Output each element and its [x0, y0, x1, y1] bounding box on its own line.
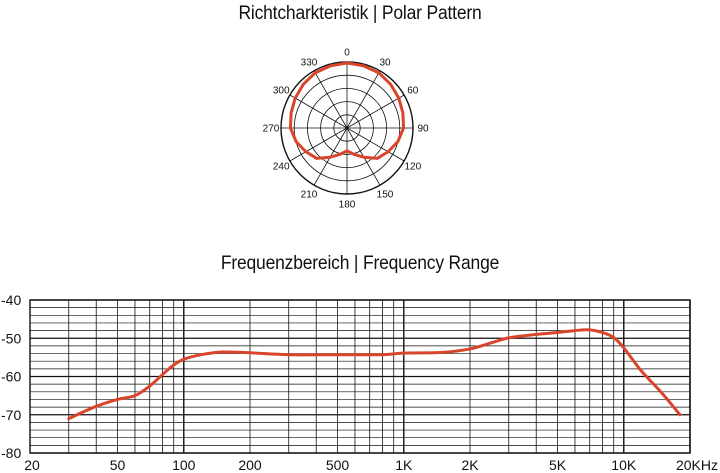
frequency-x-tick-label: 10K	[611, 457, 637, 473]
polar-chart-title: Richtcharkteristik | Polar Pattern	[238, 3, 482, 24]
frequency-y-tick-labels: -40 -50 -60 -70 -80	[1, 292, 21, 461]
polar-angle-label: 120	[404, 162, 421, 173]
frequency-x-tick-label: 50	[110, 457, 126, 473]
polar-pattern-curve	[288, 61, 406, 160]
frequency-x-tick-label: 5K	[549, 457, 567, 473]
polar-angle-label: 150	[377, 189, 394, 200]
frequency-x-tick-label: 100	[172, 457, 196, 473]
polar-spoke	[346, 70, 381, 129]
polar-angle-labels: 0 30 60 90 120 150 180 210 240 270 300 330	[263, 48, 429, 211]
frequency-x-tick-label: 200	[238, 457, 262, 473]
polar-angle-label: 270	[263, 124, 280, 135]
frequency-x-tick-label: 1K	[395, 457, 413, 473]
frequency-y-tick-label: -70	[1, 407, 21, 423]
polar-spoke	[313, 70, 348, 129]
polar-angle-label: 300	[273, 86, 290, 97]
polar-spoke	[346, 127, 405, 162]
polar-spoke	[346, 94, 405, 129]
frequency-response-curve	[67, 328, 682, 421]
frequency-x-tick-labels: 20 50 100 200 500 1K 2K 5K 10K 20KHz	[24, 457, 718, 473]
frequency-grid	[29, 299, 691, 454]
frequency-y-tick-label: -50	[1, 330, 21, 346]
polar-angle-label: 60	[407, 86, 419, 97]
polar-angle-label: 240	[273, 162, 290, 173]
frequency-x-tick-label: 20KHz	[676, 457, 718, 473]
polar-angle-label: 330	[301, 58, 318, 69]
frequency-x-tick-label: 20	[24, 457, 40, 473]
polar-spoke	[289, 94, 348, 129]
frequency-x-tick-label: 500	[326, 457, 350, 473]
frequency-y-tick-label: -80	[1, 445, 21, 461]
polar-angle-label: 210	[301, 189, 318, 200]
frequency-x-tick-label: 2K	[461, 457, 479, 473]
polar-angle-label: 90	[417, 124, 429, 135]
polar-spoke	[289, 127, 348, 162]
polar-angle-label: 180	[339, 200, 356, 211]
frequency-chart-title: Frequenzbereich | Frequency Range	[220, 253, 500, 274]
frequency-y-tick-label: -40	[1, 292, 21, 308]
frequency-y-tick-label: -60	[1, 369, 21, 385]
polar-angle-label: 0	[344, 48, 350, 59]
frequency-plot-frame	[29, 299, 691, 454]
polar-angle-label: 30	[379, 58, 391, 69]
